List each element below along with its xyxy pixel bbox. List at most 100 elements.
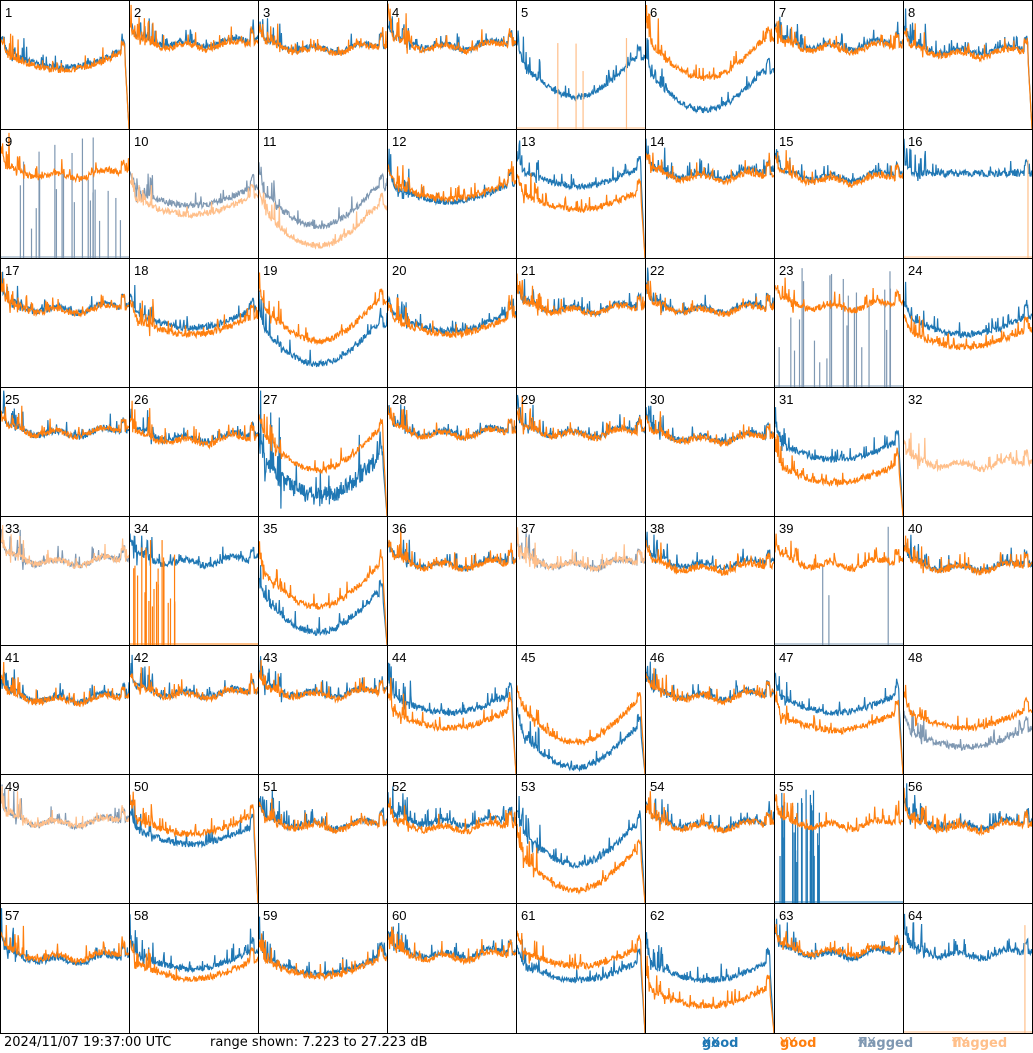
panel-number-label: 5	[521, 5, 528, 20]
series-xx-line	[904, 710, 1032, 751]
panel-number-label: 31	[779, 392, 793, 407]
panel-51	[259, 789, 387, 835]
panel-52	[388, 786, 516, 835]
series-xx-line	[775, 672, 903, 774]
panel-number-label: 2	[134, 5, 141, 20]
panel-number-label: 35	[263, 521, 277, 536]
series-xx-line	[1, 33, 129, 129]
panel-63	[775, 918, 903, 963]
series-yy-line	[904, 535, 1032, 576]
series-yy-line	[1, 132, 129, 184]
panel-number-label: 42	[134, 650, 148, 665]
panel-number-label: 34	[134, 521, 148, 536]
panel-20	[388, 294, 516, 340]
panel-number-label: 23	[779, 263, 793, 278]
panel-number-label: 38	[650, 521, 664, 536]
series-xx-line	[517, 140, 645, 258]
series-yy-line	[130, 400, 258, 450]
series-yy-line	[775, 923, 903, 960]
series-yy-line	[904, 23, 1032, 129]
series-xx-line	[904, 913, 1032, 963]
series-yy-line	[904, 432, 1032, 473]
series-yy-line	[775, 793, 903, 834]
panel-60	[388, 922, 516, 966]
panel-number-label: 63	[779, 908, 793, 923]
panel-55	[775, 789, 903, 903]
panel-number-label: 18	[134, 263, 148, 278]
panel-40	[904, 534, 1032, 576]
panel-13	[517, 140, 645, 258]
series-xx-line	[646, 531, 774, 572]
series-xx-line	[517, 939, 645, 1033]
panel-number-label: 49	[5, 779, 19, 794]
series-yy-line	[646, 667, 774, 706]
panel-2	[130, 4, 258, 54]
series-xx-line	[130, 654, 258, 701]
series-yy-line	[646, 280, 774, 318]
panel-number-label: 44	[392, 650, 406, 665]
panel-number-label: 29	[521, 392, 535, 407]
series-yy-line	[259, 933, 387, 982]
series-yy-line	[1, 271, 129, 318]
series-yy-line	[388, 161, 516, 203]
panel-number-label: 41	[5, 650, 19, 665]
panel-61	[517, 930, 645, 1033]
panel-number-label: 59	[263, 908, 277, 923]
series-xx-line	[130, 533, 258, 570]
panel-34	[130, 533, 258, 645]
panel-54	[646, 791, 774, 834]
panel-29	[517, 394, 645, 442]
panel-number-label: 15	[779, 134, 793, 149]
panel-number-label: 27	[263, 392, 277, 407]
series-yy-line	[517, 823, 645, 903]
series-yy-line	[1, 524, 129, 570]
panel-number-label: 21	[521, 263, 535, 278]
panel-number-label: 45	[521, 650, 535, 665]
series-yy-line	[517, 395, 645, 442]
series-xx-line	[388, 294, 516, 336]
panel-21	[517, 273, 645, 318]
panel-64	[904, 913, 1032, 1033]
panel-number-label: 39	[779, 521, 793, 536]
series-yy-line	[388, 527, 516, 573]
series-xx-line	[904, 138, 1032, 182]
panel-26	[130, 400, 258, 450]
panel-23	[775, 268, 903, 387]
panel-9	[1, 132, 129, 258]
panel-53	[517, 795, 645, 903]
series-xx-line	[517, 795, 645, 903]
panel-25	[1, 390, 129, 440]
panel-24	[904, 281, 1032, 351]
panel-43	[259, 656, 387, 704]
series-xx-line	[130, 284, 258, 333]
series-xx-line	[646, 932, 774, 1033]
panel-number-label: 64	[908, 908, 922, 923]
panel-10	[130, 171, 258, 220]
series-yy-line	[646, 955, 774, 1033]
series-xx-line	[388, 404, 516, 442]
panel-6	[646, 4, 774, 114]
panel-number-label: 1	[5, 5, 12, 20]
series-yy-line	[646, 4, 774, 81]
panel-35	[259, 541, 387, 645]
panel-number-label: 10	[134, 134, 148, 149]
panel-number-label: 43	[263, 650, 277, 665]
panel-number-label: 28	[392, 392, 406, 407]
panel-number-label: 53	[521, 779, 535, 794]
series-xx-line	[259, 916, 387, 978]
series-yy-line	[1, 33, 129, 129]
series-yy-line	[388, 405, 516, 442]
panel-14	[646, 138, 774, 186]
panel-number-label: 16	[908, 134, 922, 149]
panel-number-label: 8	[908, 5, 915, 20]
series-xx-line	[904, 281, 1032, 339]
panel-number-label: 48	[908, 650, 922, 665]
series-yy-line	[130, 298, 258, 340]
panel-number-label: 55	[779, 779, 793, 794]
panel-7	[775, 16, 903, 57]
panel-number-label: 14	[650, 134, 664, 149]
panel-number-label: 36	[392, 521, 406, 536]
series-yy-line	[1, 924, 129, 966]
panel-12	[388, 148, 516, 206]
panel-39	[775, 526, 903, 645]
